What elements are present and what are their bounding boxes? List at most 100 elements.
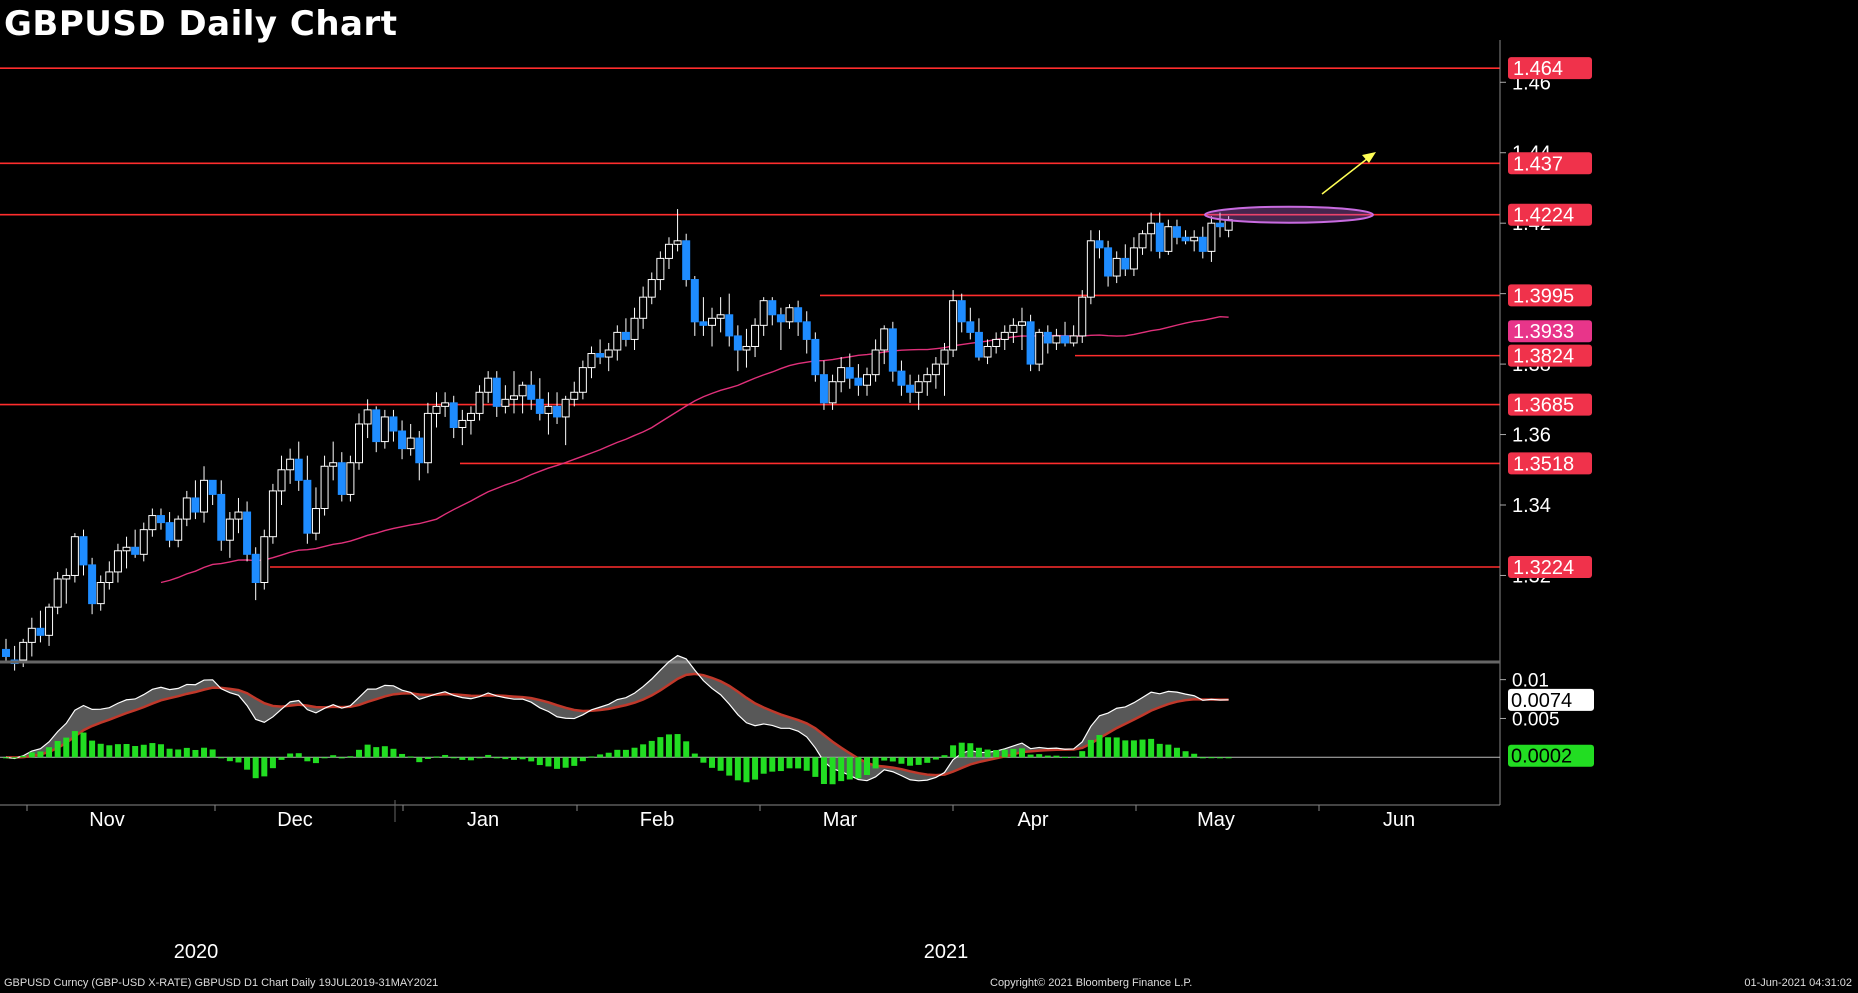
histogram-bar xyxy=(700,757,707,763)
candle-body xyxy=(355,423,364,464)
candle-body xyxy=(708,317,717,326)
candle-body xyxy=(673,240,682,245)
histogram-bar xyxy=(597,754,604,758)
macd-line xyxy=(5,654,1229,782)
candle-body xyxy=(53,578,62,608)
histogram-bar xyxy=(1199,757,1206,759)
histogram-bar xyxy=(1070,756,1077,758)
histogram-bar xyxy=(407,756,414,758)
candle-body xyxy=(139,529,148,555)
ma-label-bg xyxy=(1508,320,1592,343)
candle-body xyxy=(561,398,570,418)
candle-body xyxy=(1129,247,1138,270)
month-label: Jun xyxy=(1383,809,1415,831)
candle-body xyxy=(621,331,630,340)
level-label-bg xyxy=(1508,203,1592,226)
histogram-bar xyxy=(287,753,294,758)
histogram-bar xyxy=(1096,734,1103,758)
candle-body xyxy=(802,321,811,340)
level-label-bg xyxy=(1508,393,1592,416)
candle-body xyxy=(1207,222,1216,252)
candle-body xyxy=(449,402,458,429)
histogram-bar xyxy=(252,757,259,779)
histogram-bar xyxy=(261,757,268,777)
candle-body xyxy=(286,458,295,471)
histogram-bar xyxy=(760,757,767,774)
candle-body xyxy=(217,493,226,541)
candle-body xyxy=(320,465,329,510)
histogram-bar xyxy=(347,756,354,758)
histogram-bar xyxy=(777,757,784,772)
candle-body xyxy=(966,321,975,333)
histogram-bar xyxy=(984,749,991,758)
candle-body xyxy=(294,458,303,481)
month-label: Dec xyxy=(277,809,313,831)
candle-body xyxy=(759,300,768,326)
candle-body xyxy=(690,279,699,323)
candle-body xyxy=(1216,222,1225,228)
histogram-bar xyxy=(1130,740,1137,758)
histogram-bar xyxy=(588,756,595,758)
histogram-bar xyxy=(114,744,121,758)
candle-body xyxy=(871,349,880,376)
histogram-bar xyxy=(175,749,182,758)
histogram-bar xyxy=(467,757,474,761)
ma-label: 1.3933 xyxy=(1513,321,1574,343)
candle-body xyxy=(1078,296,1087,337)
candle-body xyxy=(277,469,286,492)
month-label: Apr xyxy=(1017,809,1048,831)
candle-body xyxy=(131,546,140,555)
candle-body xyxy=(458,419,467,429)
histogram-bar xyxy=(571,757,578,766)
candle-body xyxy=(243,511,252,555)
candle-body xyxy=(914,381,923,393)
histogram-bar xyxy=(244,757,251,770)
level-label-bg xyxy=(1508,344,1592,367)
histogram-bar xyxy=(356,749,363,758)
histogram-bar xyxy=(106,745,113,758)
histogram-bar xyxy=(201,747,208,758)
histogram-bar xyxy=(674,734,681,758)
histogram-bar xyxy=(820,757,827,785)
candle-body xyxy=(27,627,36,643)
candle-body xyxy=(380,416,389,443)
chart-title: GBPUSD Daily Chart xyxy=(4,4,398,44)
level-label: 1.4224 xyxy=(1513,205,1574,227)
histogram-bar xyxy=(1062,756,1069,758)
candle-body xyxy=(1147,222,1156,235)
candle-body xyxy=(906,384,915,393)
histogram-bar xyxy=(433,756,440,758)
histogram-bar xyxy=(493,757,500,759)
candle-body xyxy=(260,536,269,583)
histogram-bar xyxy=(71,731,78,758)
histogram-bar xyxy=(605,752,612,758)
candle-body xyxy=(1198,236,1207,252)
candle-body xyxy=(553,405,562,418)
candle-body xyxy=(1172,226,1181,238)
support-resistance-levels xyxy=(0,67,1500,568)
candle-body xyxy=(398,430,407,450)
candle-body xyxy=(79,536,88,566)
histogram-bar xyxy=(381,746,388,758)
month-label: Nov xyxy=(89,809,125,831)
candle-body xyxy=(1095,240,1104,249)
footer-copyright: Copyright© 2021 Bloomberg Finance L.P. xyxy=(990,977,1193,989)
candle-body xyxy=(604,349,613,358)
level-label: 1.3824 xyxy=(1513,346,1574,368)
histogram-bar xyxy=(1182,751,1189,758)
target-arrow-line xyxy=(1321,154,1373,195)
histogram-bar xyxy=(1113,737,1120,758)
histogram-bar xyxy=(450,757,457,759)
macd-indicator-panel: 0.01 0.005 xyxy=(0,654,1560,785)
month-label: May xyxy=(1197,809,1235,831)
histogram-label-bg xyxy=(1508,744,1594,767)
candle-body xyxy=(596,353,605,358)
candle-body xyxy=(1155,222,1164,252)
candle-body xyxy=(492,377,501,407)
candle-body xyxy=(957,300,966,323)
histogram-bar xyxy=(709,757,716,768)
histogram-bar xyxy=(915,757,922,765)
macd-fill xyxy=(6,655,1229,781)
histogram-bar xyxy=(97,743,104,758)
histogram-bar xyxy=(889,757,896,762)
